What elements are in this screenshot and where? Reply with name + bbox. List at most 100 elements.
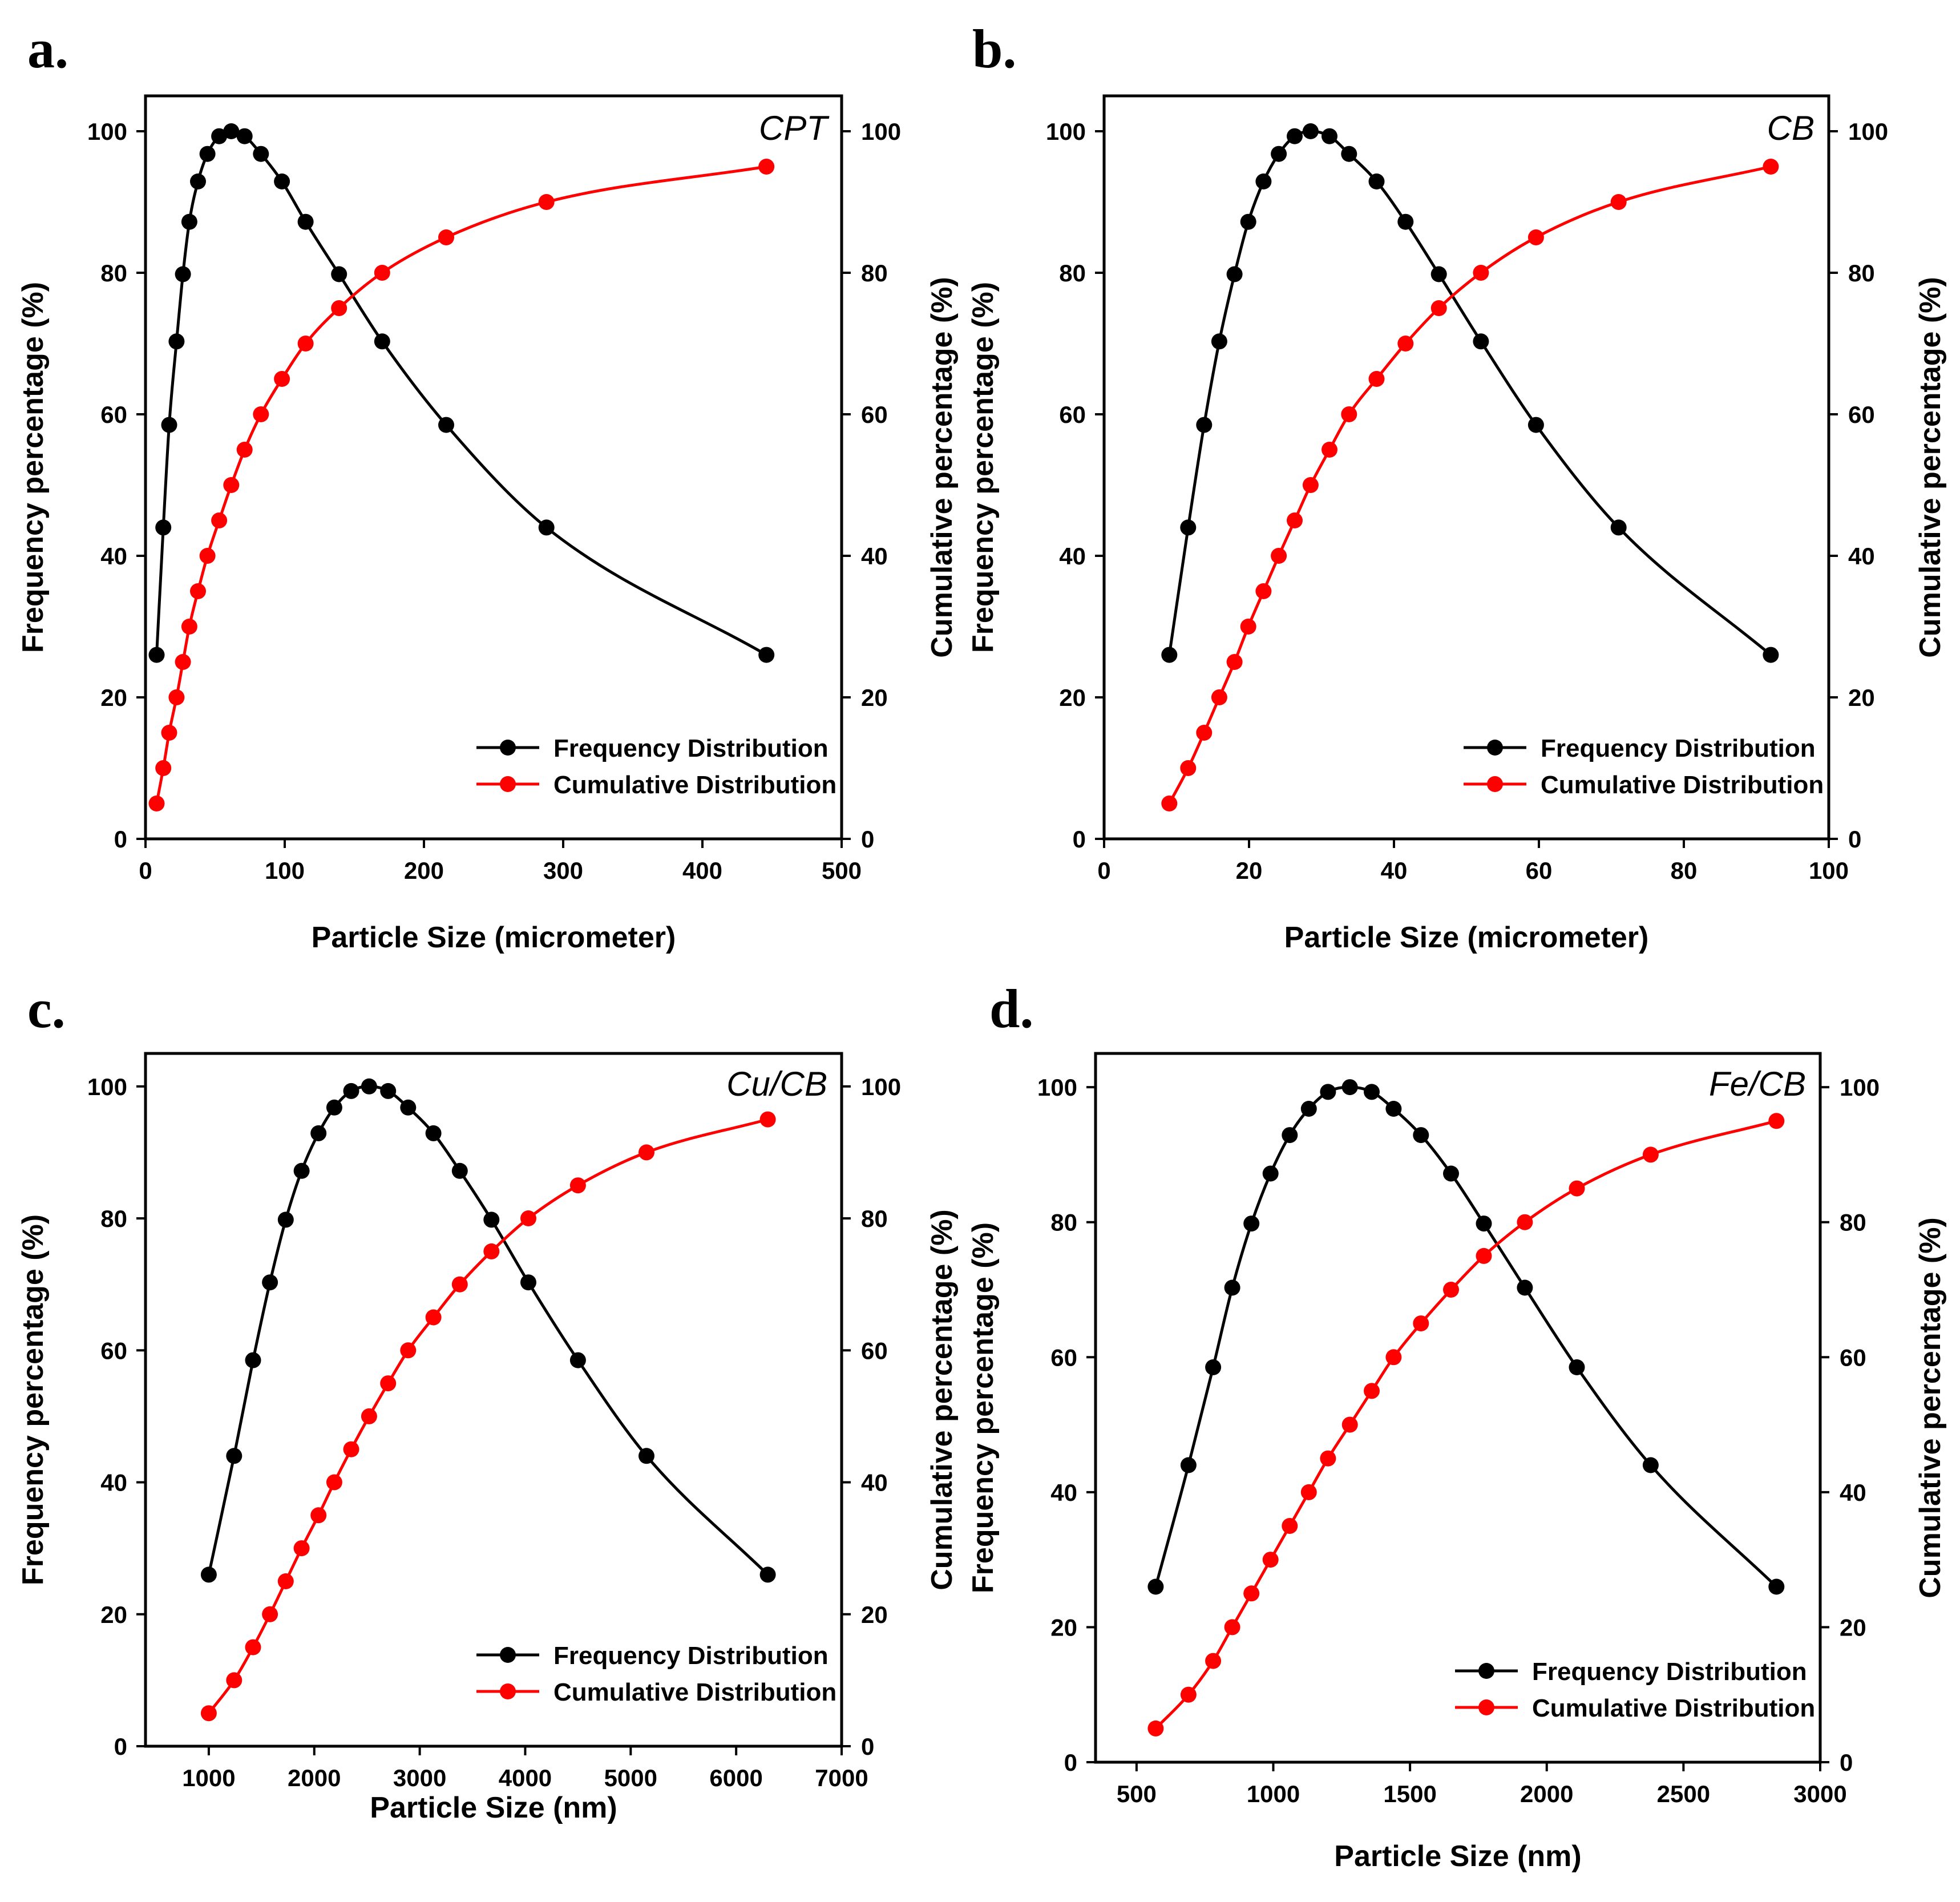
frequency-series-line: [1167, 130, 1772, 656]
y-left-axis-title: Frequency percentage (%): [967, 282, 1000, 653]
cumulative-data-point: [175, 654, 191, 670]
frequency-data-point: [361, 1078, 377, 1095]
frequency-data-point: [1569, 1359, 1585, 1375]
x-tick-label: 100: [265, 857, 305, 884]
y-right-tick-label: 100: [1840, 1074, 1880, 1101]
frequency-legend-marker: [500, 1647, 516, 1663]
frequency-data-point: [1287, 128, 1303, 144]
frequency-data-point: [1282, 1127, 1298, 1144]
cumulative-data-point: [758, 159, 775, 175]
x-tick-label: 500: [822, 857, 862, 884]
cumulative-data-point: [1161, 795, 1178, 811]
x-tick-label: 6000: [709, 1764, 762, 1791]
frequency-data-point: [638, 1448, 654, 1464]
cumulative-series-line: [1154, 1119, 1777, 1730]
cumulative-series-line: [207, 1118, 769, 1714]
frequency-data-point: [190, 173, 206, 189]
cumulative-data-point: [1413, 1315, 1429, 1332]
y-left-tick-label: 0: [114, 1733, 127, 1760]
frequency-data-point: [758, 647, 775, 663]
y-left-tick-label: 80: [100, 260, 127, 286]
cumulative-data-point: [1385, 1349, 1402, 1366]
frequency-data-point: [380, 1083, 397, 1099]
cumulative-legend-label: Cumulative Distribution: [1532, 1694, 1815, 1722]
frequency-data-point: [1196, 417, 1213, 433]
cumulative-data-point: [1476, 1247, 1492, 1264]
cumulative-data-point: [155, 760, 172, 776]
frequency-data-point: [1610, 519, 1627, 536]
x-tick-label: 4000: [499, 1764, 552, 1791]
y-left-axis-title: Frequency percentage (%): [967, 1222, 1000, 1593]
y-left-tick-label: 60: [100, 401, 127, 428]
cumulative-data-point: [1768, 1113, 1785, 1129]
y-left-tick-label: 80: [1050, 1209, 1077, 1236]
frequency-data-point: [1368, 173, 1385, 189]
y-left-tick-label: 0: [114, 826, 127, 853]
cumulative-legend-label: Cumulative Distribution: [1541, 771, 1824, 799]
cumulative-data-point: [200, 1705, 217, 1722]
y-right-tick-label: 0: [1840, 1749, 1853, 1776]
cumulative-data-point: [310, 1507, 327, 1524]
frequency-data-point: [148, 647, 165, 663]
plot-frame: [144, 94, 843, 841]
frequency-data-point: [343, 1083, 359, 1099]
cumulative-data-point: [1243, 1585, 1260, 1602]
frequency-data-point: [226, 1448, 243, 1464]
cumulative-data-point: [245, 1639, 261, 1655]
cumulative-data-point: [211, 512, 228, 528]
frequency-series-line: [1154, 1085, 1778, 1588]
y-left-tick-label: 100: [87, 118, 127, 145]
cumulative-legend-label: Cumulative Distribution: [553, 1678, 836, 1706]
frequency-data-point: [211, 128, 228, 144]
cumulative-data-point: [483, 1243, 500, 1259]
y-left-tick-label: 100: [1037, 1074, 1077, 1101]
cumulative-data-point: [223, 477, 240, 493]
frequency-data-point: [1473, 333, 1489, 350]
y-left-tick-label: 60: [1059, 401, 1086, 428]
frequency-data-point: [1430, 266, 1447, 282]
cumulative-data-point: [1196, 725, 1213, 741]
frequency-data-point: [451, 1162, 468, 1179]
y-left-tick-label: 0: [1064, 1749, 1077, 1776]
cumulative-data-point: [331, 300, 347, 316]
frequency-data-point: [161, 417, 177, 433]
frequency-data-point: [262, 1274, 278, 1291]
cumulative-data-point: [374, 265, 390, 281]
x-axis-title: Particle Size (nm): [1334, 1840, 1581, 1873]
y-left-axis-title: Frequency percentage (%): [17, 282, 50, 653]
y-left-tick-label: 20: [100, 684, 127, 711]
sample-label: CPT: [759, 109, 830, 147]
cumulative-data-point: [451, 1276, 468, 1293]
cumulative-data-point: [1368, 371, 1385, 387]
cumulative-legend-marker: [1478, 1699, 1494, 1715]
cumulative-data-point: [1262, 1552, 1279, 1568]
y-left-tick-label: 0: [1073, 826, 1086, 853]
frequency-data-point: [223, 123, 240, 139]
cumulative-data-point: [425, 1309, 442, 1326]
cumulative-data-point: [274, 371, 290, 387]
frequency-data-point: [253, 146, 269, 162]
cumulative-data-point: [1240, 619, 1256, 635]
y-left-tick-label: 80: [1059, 260, 1086, 286]
x-tick-label: 200: [404, 857, 444, 884]
frequency-data-point: [1763, 647, 1779, 663]
y-right-tick-label: 100: [861, 118, 901, 145]
frequency-legend-label: Frequency Distribution: [553, 734, 829, 762]
y-left-tick-label: 60: [1050, 1344, 1077, 1371]
x-tick-label: 1500: [1383, 1780, 1436, 1807]
cumulative-data-point: [1271, 548, 1287, 564]
frequency-data-point: [1642, 1457, 1659, 1473]
frequency-data-point: [1180, 1457, 1197, 1473]
plot-frame: [1094, 1052, 1822, 1764]
cumulative-data-point: [181, 619, 197, 635]
cumulative-data-point: [326, 1474, 342, 1491]
frequency-data-point: [438, 417, 454, 433]
x-tick-label: 2500: [1657, 1780, 1710, 1807]
cumulative-data-point: [168, 689, 185, 705]
frequency-data-point: [1243, 1215, 1260, 1232]
x-tick-label: 500: [1117, 1780, 1157, 1807]
frequency-data-point: [1147, 1578, 1164, 1595]
cumulative-data-point: [343, 1441, 359, 1457]
cumulative-legend-marker: [1487, 776, 1503, 792]
frequency-data-point: [155, 519, 172, 536]
